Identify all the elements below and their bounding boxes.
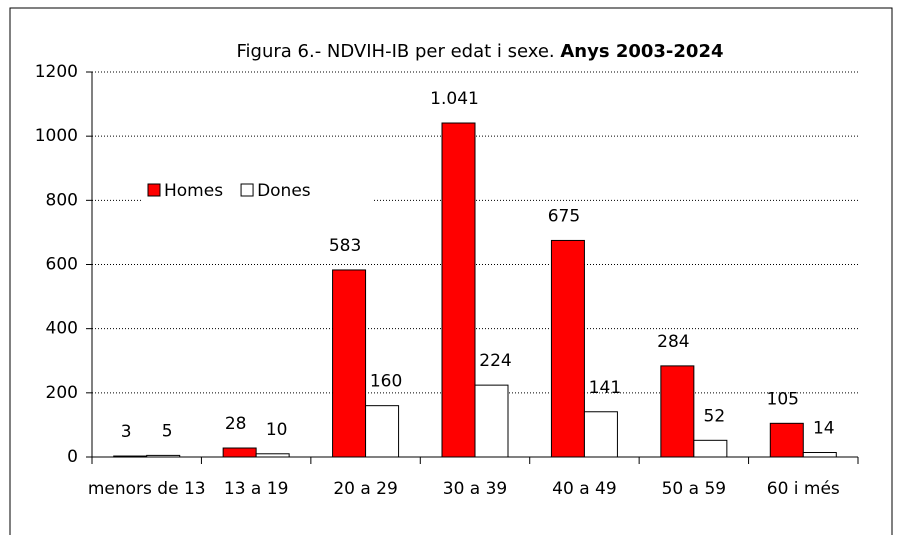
x-tick-label: 40 a 49 (552, 479, 617, 499)
y-tick-label: 200 (46, 383, 78, 403)
bar (769, 422, 804, 458)
x-tick-label: 20 a 29 (333, 479, 398, 499)
value-label: 284 (657, 332, 689, 352)
value-label: 14 (813, 419, 835, 439)
value-label: 160 (370, 372, 402, 392)
value-label: 105 (767, 389, 799, 409)
bar (441, 122, 476, 458)
legend-box (142, 176, 374, 204)
value-label: 5 (162, 421, 173, 441)
chart-title: Figura 6.- NDVIH-IB per edat i sexe. Any… (236, 41, 723, 62)
value-label: 583 (329, 236, 361, 256)
y-tick-label: 400 (46, 319, 78, 339)
legend-swatch (147, 183, 161, 197)
bar (660, 365, 695, 458)
x-tick-label: 60 i més (767, 479, 840, 499)
value-label: 1.041 (430, 89, 479, 109)
x-tick-label: menors de 13 (88, 479, 206, 499)
y-tick-label: 0 (67, 447, 78, 467)
x-tick-label: 50 a 59 (662, 479, 727, 499)
bar (222, 447, 257, 458)
bar (365, 405, 400, 458)
y-tick-label: 1000 (35, 126, 78, 146)
title-main: Figura 6.- NDVIH-IB per edat i sexe. (236, 41, 554, 62)
title-bold: Anys 2003-2024 (560, 41, 723, 62)
bar (474, 384, 509, 458)
value-label: 52 (704, 406, 726, 426)
bar (693, 439, 728, 458)
value-label: 10 (266, 420, 288, 440)
legend-label: Dones (257, 181, 311, 201)
value-label: 224 (479, 351, 511, 371)
bar (583, 411, 618, 458)
y-tick-label: 1200 (35, 62, 78, 82)
legend-swatch (240, 183, 254, 197)
y-tick-label: 800 (46, 190, 78, 210)
y-tick-label: 600 (46, 255, 78, 275)
bar (802, 452, 837, 458)
value-label: 28 (225, 414, 247, 434)
value-label: 141 (589, 378, 621, 398)
legend-label: Homes (164, 181, 223, 201)
x-tick-label: 13 a 19 (224, 479, 289, 499)
bar (550, 239, 585, 458)
x-tick-label: 30 a 39 (443, 479, 508, 499)
bar (332, 269, 367, 458)
value-label: 675 (548, 206, 580, 226)
value-label: 3 (121, 422, 132, 442)
